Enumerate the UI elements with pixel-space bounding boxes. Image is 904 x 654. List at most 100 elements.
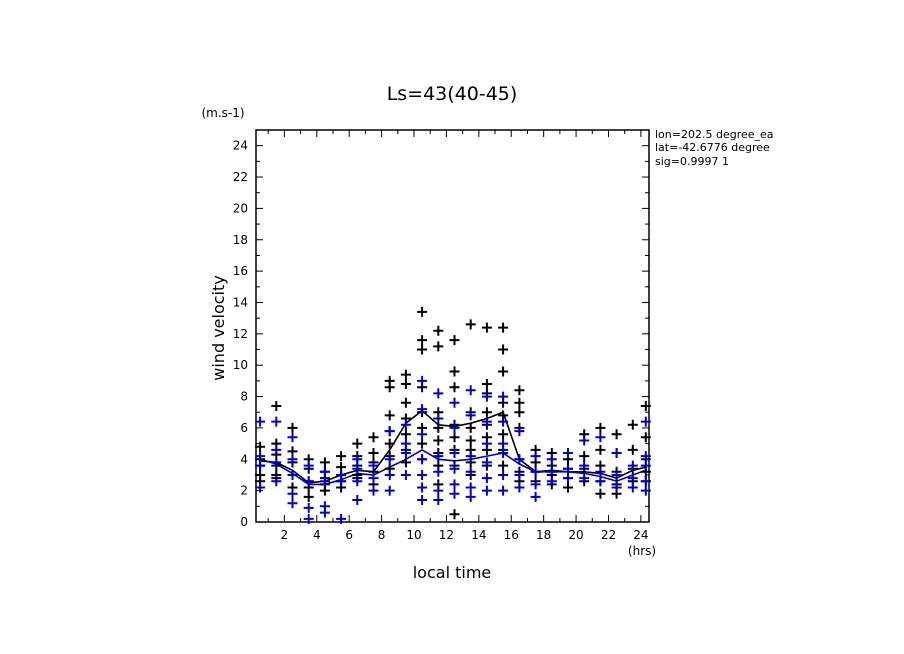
- data-point-black: [640, 401, 651, 411]
- data-point-black: [514, 385, 525, 396]
- data-point-blue: [498, 448, 509, 458]
- data-point-black: [498, 344, 509, 355]
- data-point-blue: [384, 454, 395, 465]
- data-point-blue: [546, 466, 557, 477]
- data-point-blue: [579, 473, 590, 484]
- data-point-blue: [303, 460, 314, 471]
- data-point-blue: [595, 476, 606, 487]
- chart-title: Ls=43(40-45): [387, 83, 518, 105]
- data-point-blue: [433, 495, 444, 505]
- x-tick-label: 4: [313, 528, 321, 542]
- data-point-black: [481, 379, 492, 389]
- data-point-blue: [271, 457, 282, 468]
- data-point-black: [449, 509, 460, 520]
- data-point-blue: [287, 470, 298, 480]
- y-tick-label: 8: [240, 390, 248, 404]
- data-point-blue: [319, 476, 330, 487]
- data-point-blue: [498, 470, 509, 480]
- data-point-blue: [563, 463, 573, 474]
- data-point-blue: [449, 463, 460, 474]
- data-point-blue: [303, 513, 314, 524]
- data-point-blue: [287, 488, 298, 499]
- x-tick-label: 6: [345, 528, 353, 542]
- data-point-black: [417, 438, 428, 449]
- data-point-black: [563, 482, 573, 493]
- data-point-blue: [481, 485, 492, 496]
- data-point-black: [595, 444, 606, 455]
- y-tick-label: 24: [233, 139, 248, 153]
- data-point-blue: [498, 485, 509, 496]
- data-point-blue: [563, 448, 573, 458]
- data-point-black: [271, 401, 282, 411]
- info-box: lon=202.5 degree_ea lat=-42.6776 degree …: [655, 128, 774, 168]
- data-point-blue: [640, 451, 651, 462]
- mean-line-blue: [259, 448, 647, 486]
- data-point-blue: [530, 479, 541, 490]
- data-point-blue: [352, 463, 363, 474]
- x-axis-label: local time: [413, 563, 492, 582]
- data-point-blue: [433, 413, 444, 424]
- data-point-blue: [481, 416, 492, 427]
- data-point-blue: [417, 429, 428, 440]
- data-point-blue: [417, 404, 428, 415]
- data-point-black: [433, 435, 444, 446]
- data-point-black: [611, 429, 622, 440]
- data-point-blue: [627, 482, 638, 493]
- data-point-blue: [384, 426, 395, 437]
- data-point-blue: [498, 391, 509, 402]
- y-tick-label: 0: [240, 515, 248, 529]
- data-point-black: [514, 407, 525, 418]
- data-point-black: [640, 432, 651, 443]
- data-point-black: [368, 448, 379, 458]
- data-point-blue: [640, 416, 651, 427]
- data-point-black: [514, 397, 525, 408]
- data-point-blue: [417, 495, 428, 505]
- data-point-blue: [627, 460, 638, 471]
- data-point-blue: [449, 422, 460, 433]
- data-point-black: [417, 306, 428, 317]
- data-point-blue: [481, 438, 492, 449]
- data-point-black: [400, 369, 411, 380]
- data-point-blue: [433, 485, 444, 496]
- data-point-blue: [417, 375, 428, 386]
- data-point-blue: [579, 435, 590, 446]
- data-point-blue: [465, 385, 476, 396]
- y-tick-label: 12: [233, 327, 248, 341]
- data-point-black: [303, 491, 314, 502]
- data-point-blue: [611, 470, 622, 480]
- data-point-blue: [287, 454, 298, 465]
- y-tick-label: 22: [233, 170, 248, 184]
- data-point-black: [287, 422, 298, 433]
- data-point-black: [384, 382, 395, 393]
- mean-line-black: [260, 409, 646, 484]
- data-point-black: [627, 419, 638, 430]
- data-point-blue: [498, 416, 509, 427]
- data-point-black: [368, 432, 379, 443]
- data-point-blue: [481, 457, 492, 468]
- data-point-blue: [319, 466, 330, 477]
- data-point-black: [449, 432, 460, 443]
- y-axis-label: wind velocity: [209, 275, 228, 380]
- data-point-black: [384, 410, 395, 421]
- data-point-blue: [579, 460, 590, 471]
- y-tick-label: 4: [240, 452, 248, 466]
- data-point-blue: [465, 491, 476, 502]
- plot-frame: [255, 129, 650, 523]
- data-point-blue: [433, 466, 444, 477]
- data-point-blue: [400, 448, 411, 458]
- data-point-blue: [449, 488, 460, 499]
- data-point-blue: [255, 460, 266, 471]
- data-point-black: [400, 397, 411, 408]
- data-point-blue: [303, 476, 314, 487]
- data-points: [255, 306, 651, 524]
- x-unit-label: (hrs): [628, 544, 656, 558]
- data-point-blue: [287, 498, 298, 509]
- data-point-black: [595, 422, 606, 433]
- data-point-black: [498, 460, 509, 471]
- data-point-blue: [498, 438, 509, 449]
- data-point-blue: [627, 473, 638, 484]
- data-point-blue: [352, 495, 363, 505]
- data-point-blue: [514, 454, 525, 465]
